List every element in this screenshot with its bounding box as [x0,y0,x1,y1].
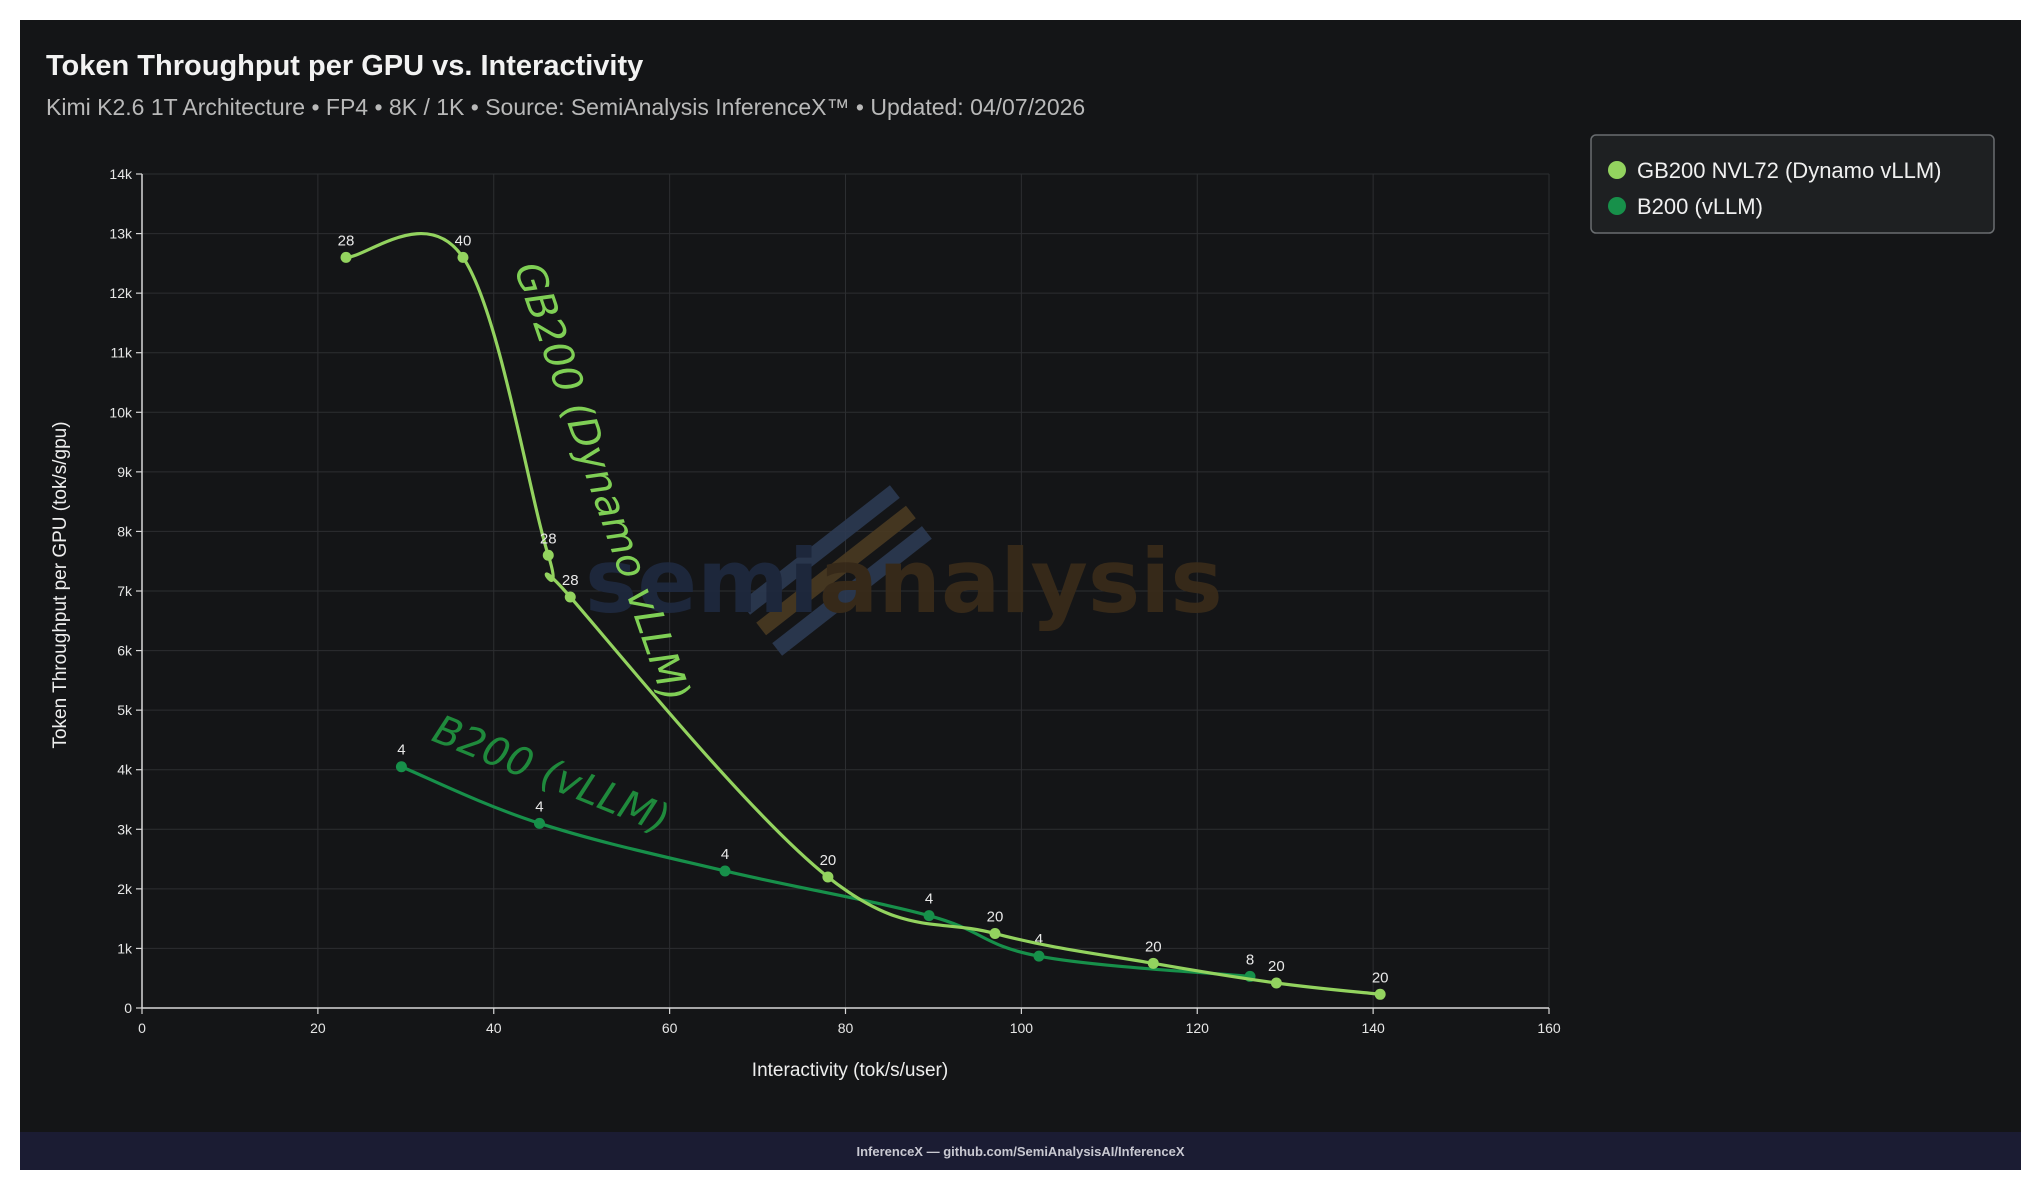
data-point[interactable] [822,871,834,883]
data-point[interactable] [1147,957,1159,969]
x-tick-label: 80 [838,1020,854,1036]
data-point[interactable] [923,910,935,922]
data-point[interactable] [533,817,545,829]
legend-item-label[interactable]: GB200 NVL72 (Dynamo vLLM) [1637,158,1941,183]
y-tick-label: 12k [109,285,133,301]
data-label: 20 [1145,938,1162,955]
data-label: 4 [721,846,729,863]
y-tick-label: 0 [124,1000,132,1016]
x-tick-label: 20 [310,1020,326,1036]
data-label: 20 [1268,958,1285,975]
legend: GB200 NVL72 (Dynamo vLLM) B200 (vLLM) [1590,134,1995,234]
chart-subtitle: Kimi K2.6 1T Architecture • FP4 • 8K / 1… [46,94,1086,120]
y-tick-label: 7k [117,583,133,599]
y-tick-label: 1k [117,940,133,956]
legend-item-label[interactable]: B200 (vLLM) [1637,194,1763,219]
y-axis-ticks: 0 1k 2k 3k 4k 5k 6k 7k 8k 9k 10k 11k 12k 13k 14k [109,166,142,1016]
x-axis-ticks: 0 20 40 60 80 100 120 140 160 [138,1008,1561,1036]
data-label: 4 [925,891,933,908]
data-label: 20 [987,909,1004,926]
y-tick-label: 13k [109,226,133,242]
data-label: 28 [562,572,579,589]
x-tick-label: 60 [662,1020,678,1036]
data-point[interactable] [719,865,731,877]
footer: InferenceX — github.com/SemiAnalysisAI/I… [20,1132,2021,1170]
series-line [400,765,1251,979]
watermark-analysis: analysis [819,530,1223,633]
data-point[interactable] [457,251,469,263]
y-axis-label: Token Throughput per GPU (tok/s/gpu) [50,421,71,748]
y-tick-label: 8k [117,523,133,539]
x-tick-label: 40 [486,1020,502,1036]
watermark-semi: semi [585,530,819,633]
chart-svg: semianalysis 0 20 40 60 80 100 120 140 160 0 1k 2k… [50,134,1995,1081]
series-gb200: 28 40 28 28 20 20 20 20 20 [338,232,1389,1000]
data-label: 8 [1246,951,1254,968]
footer-text: InferenceX — github.com/SemiAnalysisAI/I… [856,1143,1185,1159]
y-tick-label: 10k [109,404,133,420]
data-label: 4 [1035,931,1043,948]
x-tick-label: 100 [1010,1020,1034,1036]
watermark: semianalysis [585,485,1223,656]
x-tick-label: 0 [138,1020,146,1036]
chart-panel: Token Throughput per GPU vs. Interactivi… [20,20,2021,1170]
data-point[interactable] [542,549,554,561]
watermark-stripe [740,485,900,615]
data-label: 4 [535,798,543,815]
series-layer: 4 4 4 4 4 8 28 40 28 28 20 20 20 20 20 [338,232,1389,1000]
data-label: 20 [820,852,837,869]
watermark-stripe [772,526,932,656]
annotation-b200: B200 (vLLM) [426,707,675,843]
legend-marker [1608,161,1626,179]
series-line [345,232,1381,996]
data-point[interactable] [564,591,576,603]
y-tick-label: 9k [117,464,133,480]
watermark-stripe [756,505,916,636]
data-label: 40 [455,232,472,249]
data-point[interactable] [989,928,1001,940]
y-tick-label: 2k [117,881,133,897]
data-label: 28 [338,232,355,249]
legend-marker [1608,197,1626,215]
data-label: 28 [540,530,557,547]
watermark-text: semianalysis [585,530,1223,633]
y-tick-label: 3k [117,821,133,837]
data-point[interactable] [340,251,352,263]
y-tick-label: 11k [110,345,133,361]
x-tick-label: 120 [1186,1020,1210,1036]
data-point[interactable] [1033,950,1045,962]
chart-title: Token Throughput per GPU vs. Interactivi… [46,50,644,82]
y-tick-label: 5k [117,702,133,718]
x-axis-label: Interactivity (tok/s/user) [752,1060,948,1081]
x-tick-label: 160 [1537,1020,1561,1036]
data-label: 20 [1372,969,1389,986]
data-label: 4 [397,742,405,759]
y-tick-label: 4k [117,762,133,778]
y-tick-label: 14k [109,166,133,182]
data-point[interactable] [1270,977,1282,989]
data-point[interactable] [395,761,407,773]
x-tick-label: 140 [1361,1020,1385,1036]
data-point[interactable] [1374,988,1386,1000]
legend-box [1590,134,1995,234]
y-tick-label: 6k [117,643,133,659]
